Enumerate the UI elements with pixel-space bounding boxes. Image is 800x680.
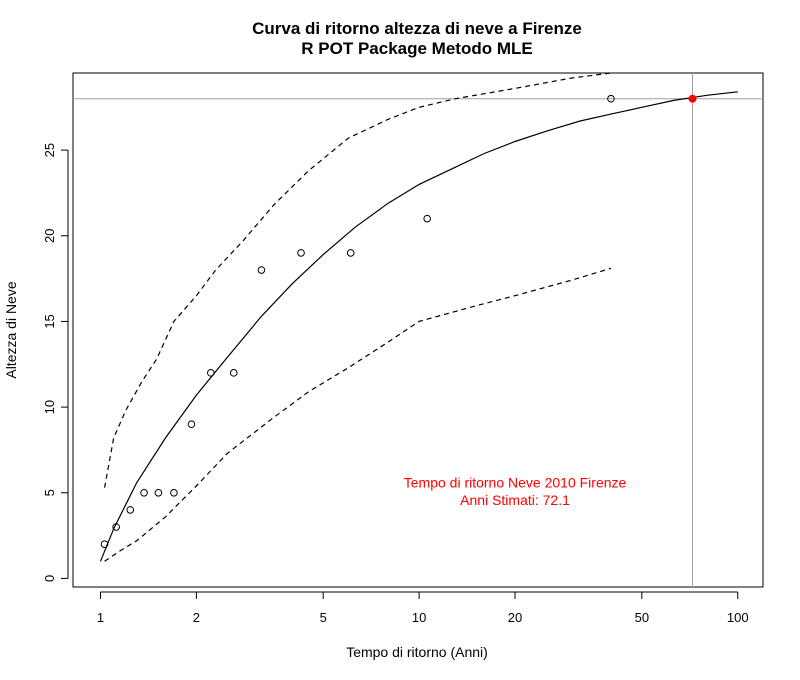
y-tick-label: 5 bbox=[42, 489, 57, 496]
series-group bbox=[99, 73, 738, 562]
observed-point bbox=[126, 506, 135, 514]
observed-point bbox=[229, 369, 238, 377]
observed-point bbox=[207, 369, 215, 377]
observed-point bbox=[140, 488, 148, 497]
x-tick-label: 1 bbox=[97, 610, 104, 625]
observed-point bbox=[423, 214, 431, 223]
x-tick-label: 5 bbox=[320, 610, 327, 625]
observed-point bbox=[297, 249, 305, 257]
x-tick-label: 100 bbox=[727, 610, 749, 625]
observed-point bbox=[607, 94, 615, 103]
chart-subtitle: R POT Package Metodo MLE bbox=[301, 39, 532, 58]
confidence-band-line bbox=[104, 267, 612, 562]
observed-point bbox=[187, 420, 196, 429]
chart-title: Curva di ritorno altezza di neve a Firen… bbox=[252, 19, 582, 38]
x-tick-label: 2 bbox=[193, 610, 200, 625]
y-tick-label: 20 bbox=[42, 229, 57, 243]
x-tick-label: 50 bbox=[635, 610, 649, 625]
observed-point bbox=[154, 488, 163, 497]
plot-box bbox=[72, 72, 764, 588]
y-tick-label: 15 bbox=[42, 314, 57, 328]
observed-point bbox=[112, 523, 120, 531]
observed-point bbox=[100, 540, 109, 548]
observed-point bbox=[346, 249, 355, 257]
y-tick-label: 0 bbox=[42, 575, 57, 582]
y-axis-label: Altezza di Neve bbox=[3, 281, 19, 378]
x-tick-label: 20 bbox=[508, 610, 522, 625]
return-level-curve bbox=[99, 91, 738, 562]
y-tick-label: 25 bbox=[42, 143, 57, 157]
observed-point bbox=[257, 266, 266, 274]
estimate-point bbox=[688, 94, 697, 103]
x-tick-label: 10 bbox=[412, 610, 426, 625]
annotation-line-1: Tempo di ritorno Neve 2010 Firenze bbox=[404, 475, 627, 491]
annotation-line-2: Anni Stimati: 72.1 bbox=[460, 492, 570, 508]
y-tick-label: 10 bbox=[42, 400, 57, 414]
observed-point bbox=[170, 488, 178, 497]
confidence-band-line bbox=[104, 73, 612, 488]
x-axis-label: Tempo di ritorno (Anni) bbox=[346, 644, 488, 660]
